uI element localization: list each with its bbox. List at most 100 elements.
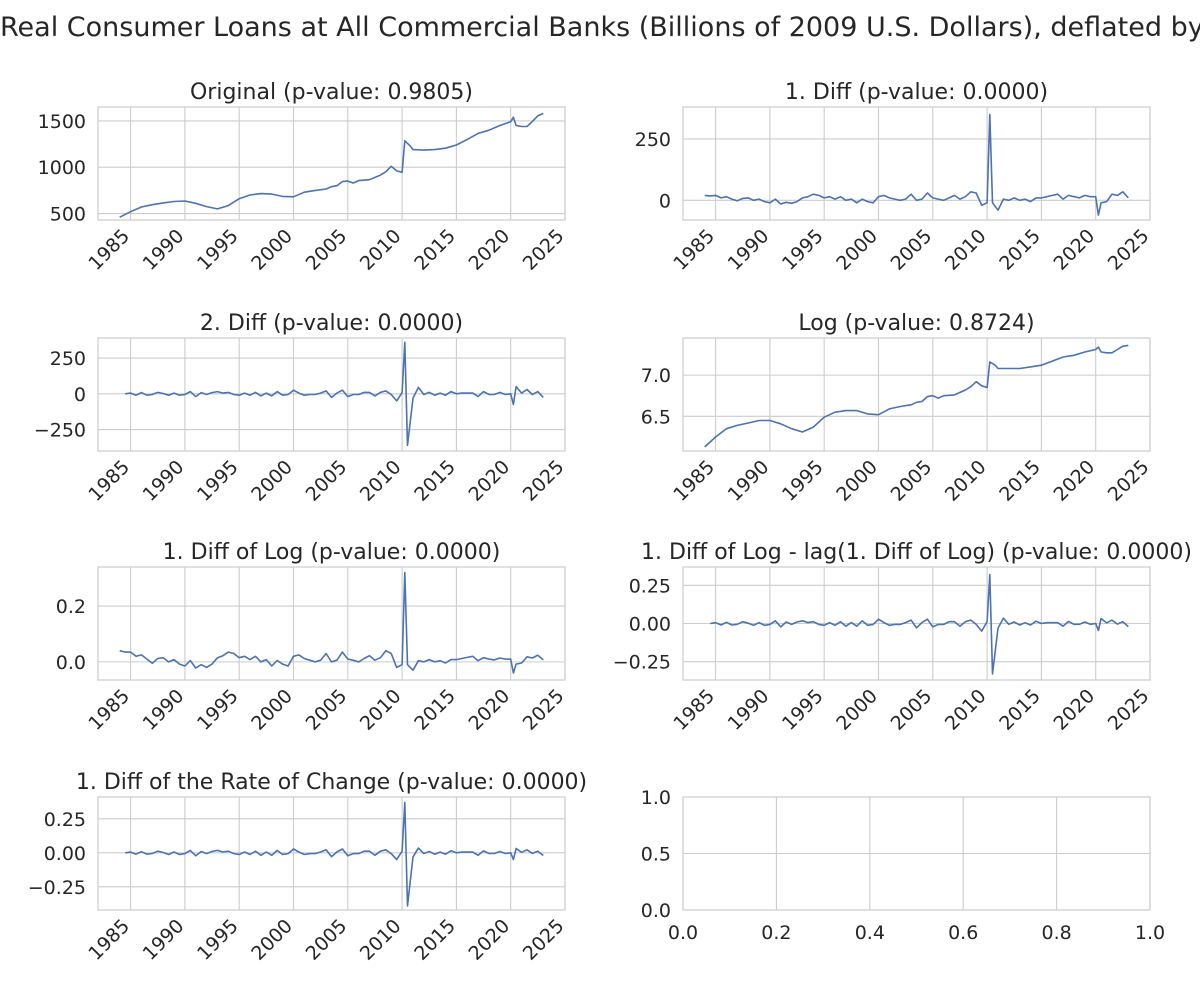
subplot-title: 1. Diff of Log - lag(1. Diff of Log) (p-… (641, 540, 1192, 565)
x-tick-label: 2010 (941, 456, 991, 506)
x-tick-label: 2010 (941, 685, 991, 735)
x-tick-label: 1995 (778, 456, 828, 506)
y-tick-label: 0.0 (56, 652, 86, 674)
y-tick-label: −0.25 (28, 877, 86, 899)
x-tick-label: 1990 (724, 456, 774, 506)
x-tick-label: 2015 (410, 915, 460, 965)
x-tick-label: 2000 (247, 915, 297, 965)
x-tick-label: 2025 (1104, 456, 1154, 506)
series-line (119, 112, 544, 218)
x-tick-label: 2025 (519, 685, 569, 735)
x-tick-label: 1990 (139, 456, 189, 506)
x-tick-label: 2020 (464, 225, 514, 275)
subplot-title: 1. Diff of the Rate of Change (p-value: … (76, 770, 587, 795)
plot-frame (682, 337, 1151, 452)
x-tick-label: 1995 (778, 225, 828, 275)
plot-frame (97, 796, 566, 911)
x-tick-label: 1985 (84, 225, 134, 275)
plot-frame (97, 566, 566, 681)
subplot-5: 1. Diff of Log (p-value: 0.0000) 0.0 0.2 19… (56, 540, 569, 735)
y-tick-label: 0.25 (629, 575, 671, 597)
plot-frame (682, 106, 1151, 221)
x-tick-label: 1.0 (1135, 922, 1165, 944)
x-tick-label: 2010 (356, 456, 406, 506)
x-tick-label: 2025 (519, 915, 569, 965)
plot-frame (97, 106, 566, 221)
x-tick-label: 2005 (302, 225, 352, 275)
y-tick-label: 7.0 (641, 365, 671, 387)
x-tick-label: 1985 (84, 685, 134, 735)
y-tick-label: 250 (635, 129, 671, 151)
x-tick-label: 2025 (1104, 225, 1154, 275)
subplot-title: Log (p-value: 0.8724) (798, 311, 1034, 336)
x-tick-label: 1985 (669, 456, 719, 506)
x-tick-label: 2000 (832, 456, 882, 506)
x-tick-label: 2025 (1104, 685, 1154, 735)
x-tick-label: 2020 (1049, 456, 1099, 506)
x-tick-label: 2020 (464, 915, 514, 965)
x-tick-label: 2005 (302, 685, 352, 735)
x-tick-label: 2010 (941, 225, 991, 275)
x-tick-label: 1995 (193, 456, 243, 506)
x-tick-label: 1995 (193, 915, 243, 965)
plot-frame (682, 796, 1151, 911)
subplot-7: 1. Diff of the Rate of Change (p-value: … (28, 770, 587, 965)
subplot-title: Original (p-value: 0.9805) (190, 80, 473, 105)
series-line (710, 573, 1129, 675)
series-line (704, 344, 1129, 448)
x-tick-label: 2005 (302, 915, 352, 965)
x-tick-label: 1985 (669, 685, 719, 735)
x-tick-label: 2010 (356, 685, 406, 735)
x-tick-label: 2020 (464, 685, 514, 735)
x-tick-label: 1990 (724, 685, 774, 735)
y-tick-label: 0.00 (44, 843, 86, 865)
y-tick-label: −0.25 (613, 652, 671, 674)
x-tick-label: 2005 (302, 456, 352, 506)
x-tick-label: 1990 (139, 225, 189, 275)
x-tick-label: 2000 (247, 685, 297, 735)
y-tick-label: 0.00 (629, 614, 671, 636)
y-tick-label: 0.5 (641, 844, 671, 866)
plot-frame (97, 337, 566, 452)
x-tick-label: 1990 (139, 915, 189, 965)
x-tick-label: 1985 (669, 225, 719, 275)
x-tick-label: 0.4 (855, 922, 885, 944)
y-tick-label: 1500 (38, 111, 86, 133)
x-tick-label: 1995 (193, 685, 243, 735)
x-tick-label: 2015 (995, 456, 1045, 506)
x-tick-label: 2015 (995, 685, 1045, 735)
x-tick-label: 0.2 (761, 922, 791, 944)
x-tick-label: 2005 (887, 225, 937, 275)
x-tick-label: 2020 (1049, 685, 1099, 735)
x-tick-label: 2025 (519, 456, 569, 506)
y-tick-label: 250 (50, 348, 86, 370)
x-tick-label: 1985 (84, 456, 134, 506)
subplot-2: 1. Diff (p-value: 0.0000) 0 250 1985 1990 199… (635, 80, 1154, 275)
x-tick-label: 1985 (84, 915, 134, 965)
x-tick-label: 1995 (778, 685, 828, 735)
y-tick-label: −250 (34, 420, 86, 442)
x-tick-label: 2015 (410, 456, 460, 506)
subplot-6: 1. Diff of Log - lag(1. Diff of Log) (p-… (613, 540, 1192, 735)
series-line (704, 113, 1129, 216)
x-tick-label: 2015 (995, 225, 1045, 275)
x-tick-label: 2025 (519, 225, 569, 275)
subplot-title: 1. Diff (p-value: 0.0000) (785, 80, 1048, 105)
y-tick-label: 0 (74, 384, 86, 406)
series-line (125, 801, 544, 907)
x-tick-label: 2000 (247, 456, 297, 506)
series-line (125, 341, 544, 447)
y-tick-label: 1000 (38, 157, 86, 179)
y-tick-label: 0.25 (44, 809, 86, 831)
x-tick-label: 1990 (724, 225, 774, 275)
x-tick-label: 2000 (832, 685, 882, 735)
x-tick-label: 2015 (410, 685, 460, 735)
x-tick-label: 2005 (887, 456, 937, 506)
x-tick-label: 2015 (410, 225, 460, 275)
y-tick-label: 0.0 (641, 900, 671, 922)
subplot-title: 1. Diff of Log (p-value: 0.0000) (163, 540, 501, 565)
x-tick-label: 1995 (193, 225, 243, 275)
x-tick-label: 2010 (356, 915, 406, 965)
